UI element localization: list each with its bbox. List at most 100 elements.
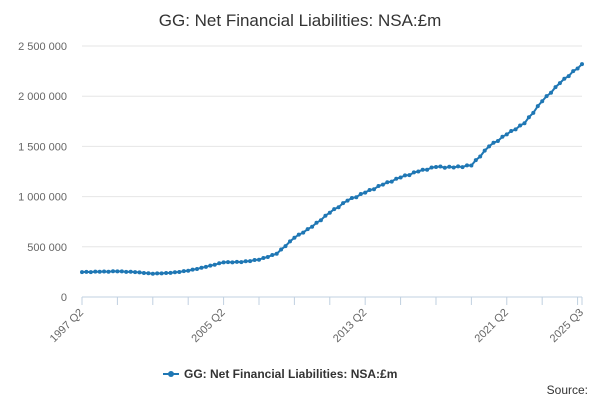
data-point[interactable] xyxy=(279,247,284,252)
data-point[interactable] xyxy=(562,76,567,81)
data-point[interactable] xyxy=(332,207,337,212)
data-point[interactable] xyxy=(159,271,164,276)
data-point[interactable] xyxy=(261,256,266,260)
data-point[interactable] xyxy=(168,270,173,275)
data-point[interactable] xyxy=(398,175,403,180)
data-point[interactable] xyxy=(288,239,292,244)
data-point[interactable] xyxy=(186,268,191,273)
data-point[interactable] xyxy=(217,261,222,266)
data-point[interactable] xyxy=(341,201,346,206)
data-point[interactable] xyxy=(318,218,323,223)
data-point[interactable] xyxy=(345,198,350,203)
data-point[interactable] xyxy=(372,187,376,192)
data-point[interactable] xyxy=(274,251,279,256)
data-point[interactable] xyxy=(358,192,363,196)
data-point[interactable] xyxy=(385,180,390,185)
data-point[interactable] xyxy=(323,213,328,218)
data-point[interactable] xyxy=(491,140,496,145)
data-point[interactable] xyxy=(557,81,562,86)
data-point[interactable] xyxy=(155,271,160,276)
data-point[interactable] xyxy=(292,235,297,240)
data-point[interactable] xyxy=(181,269,186,274)
data-point[interactable] xyxy=(133,270,138,275)
data-point[interactable] xyxy=(314,220,319,225)
data-point[interactable] xyxy=(301,230,306,235)
data-point[interactable] xyxy=(478,154,483,159)
data-point[interactable] xyxy=(119,269,124,274)
data-point[interactable] xyxy=(469,163,474,168)
data-point[interactable] xyxy=(150,271,155,276)
data-point[interactable] xyxy=(429,165,434,170)
data-point[interactable] xyxy=(535,104,540,109)
data-point[interactable] xyxy=(199,265,204,270)
data-point[interactable] xyxy=(208,263,213,268)
data-point[interactable] xyxy=(495,139,500,143)
data-point[interactable] xyxy=(283,244,288,249)
data-point[interactable] xyxy=(354,195,359,200)
data-point[interactable] xyxy=(146,271,151,276)
data-point[interactable] xyxy=(526,115,531,120)
data-point[interactable] xyxy=(394,176,399,181)
data-point[interactable] xyxy=(226,260,230,265)
data-point[interactable] xyxy=(575,66,580,71)
data-point[interactable] xyxy=(115,269,120,274)
data-point[interactable] xyxy=(420,167,425,172)
data-point[interactable] xyxy=(265,255,270,259)
data-point[interactable] xyxy=(442,165,447,170)
data-point[interactable] xyxy=(363,190,368,195)
data-point[interactable] xyxy=(416,169,421,174)
legend[interactable]: GG: Net Financial Liabilities: NSA:£m xyxy=(163,367,397,381)
data-point[interactable] xyxy=(407,173,412,178)
data-point[interactable] xyxy=(380,182,385,187)
data-point[interactable] xyxy=(172,270,177,275)
data-point[interactable] xyxy=(367,188,372,192)
data-point[interactable] xyxy=(456,164,461,169)
data-point[interactable] xyxy=(500,134,505,139)
data-point[interactable] xyxy=(296,232,301,237)
data-point[interactable] xyxy=(239,260,244,265)
data-point[interactable] xyxy=(141,271,146,275)
data-point[interactable] xyxy=(460,165,465,170)
data-point[interactable] xyxy=(487,144,492,149)
data-point[interactable] xyxy=(434,165,438,169)
data-point[interactable] xyxy=(531,110,536,115)
data-point[interactable] xyxy=(80,270,84,275)
data-point[interactable] xyxy=(137,270,142,275)
data-point[interactable] xyxy=(425,167,430,172)
data-point[interactable] xyxy=(195,267,199,271)
data-point[interactable] xyxy=(389,179,394,184)
data-point[interactable] xyxy=(230,260,235,265)
data-point[interactable] xyxy=(248,259,253,264)
data-point[interactable] xyxy=(177,270,182,274)
data-point[interactable] xyxy=(310,224,315,229)
data-point[interactable] xyxy=(447,164,452,169)
data-point[interactable] xyxy=(513,127,518,132)
data-point[interactable] xyxy=(234,259,239,264)
data-point[interactable] xyxy=(164,271,169,275)
data-point[interactable] xyxy=(411,170,416,175)
data-point[interactable] xyxy=(305,227,310,232)
data-point[interactable] xyxy=(553,85,558,90)
data-point[interactable] xyxy=(549,90,553,95)
data-point[interactable] xyxy=(212,262,217,267)
data-point[interactable] xyxy=(221,260,226,265)
data-point[interactable] xyxy=(270,253,275,257)
data-point[interactable] xyxy=(111,269,115,274)
data-point[interactable] xyxy=(571,69,576,74)
data-point[interactable] xyxy=(482,148,487,153)
data-point[interactable] xyxy=(540,99,545,104)
data-point[interactable] xyxy=(509,129,514,133)
data-point[interactable] xyxy=(128,269,133,274)
data-point[interactable] xyxy=(190,267,195,272)
data-point[interactable] xyxy=(376,184,381,188)
data-point[interactable] xyxy=(473,158,478,163)
data-point[interactable] xyxy=(97,269,102,274)
data-point[interactable] xyxy=(504,132,509,137)
data-point[interactable] xyxy=(257,257,261,262)
data-point[interactable] xyxy=(106,269,111,274)
data-point[interactable] xyxy=(518,123,523,128)
data-point[interactable] xyxy=(580,62,584,67)
data-point[interactable] xyxy=(327,210,332,215)
data-point[interactable] xyxy=(465,163,469,168)
data-point[interactable] xyxy=(102,269,107,274)
